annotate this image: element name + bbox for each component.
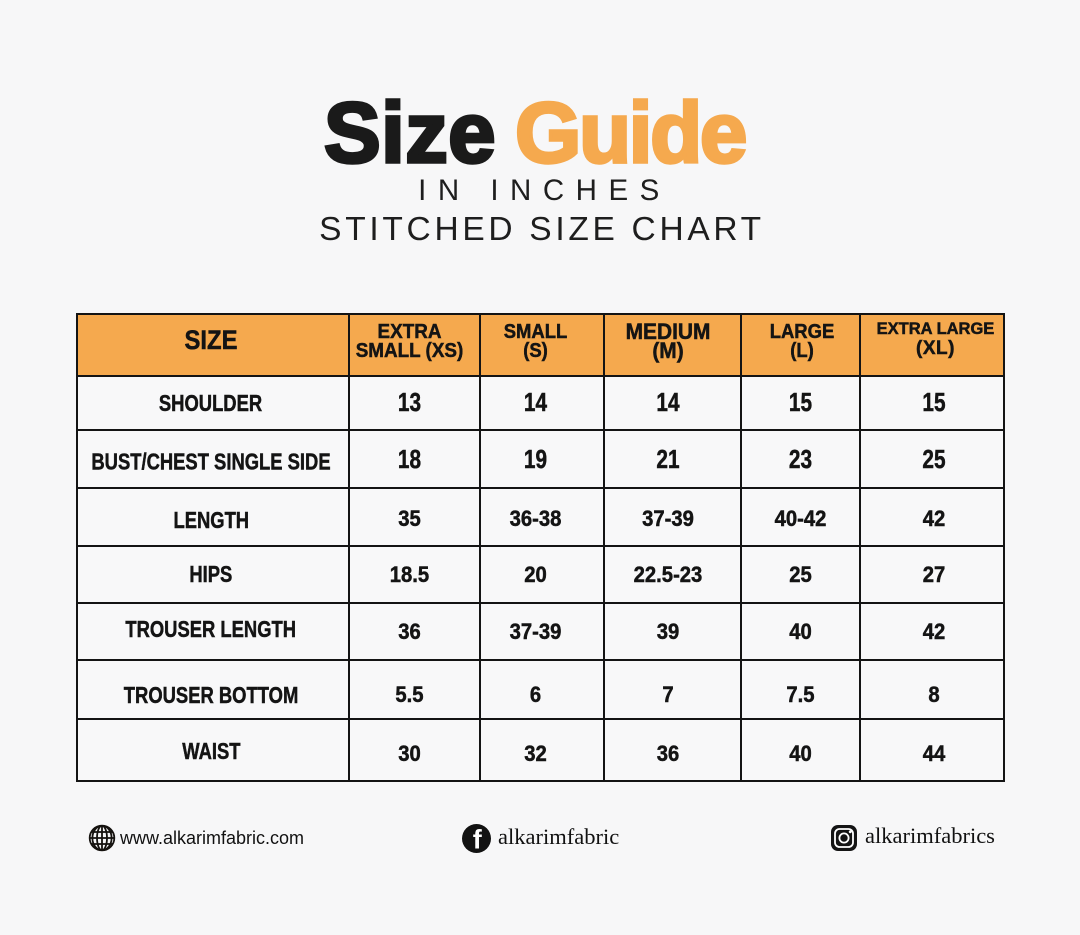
svg-text:f: f [473, 824, 483, 853]
